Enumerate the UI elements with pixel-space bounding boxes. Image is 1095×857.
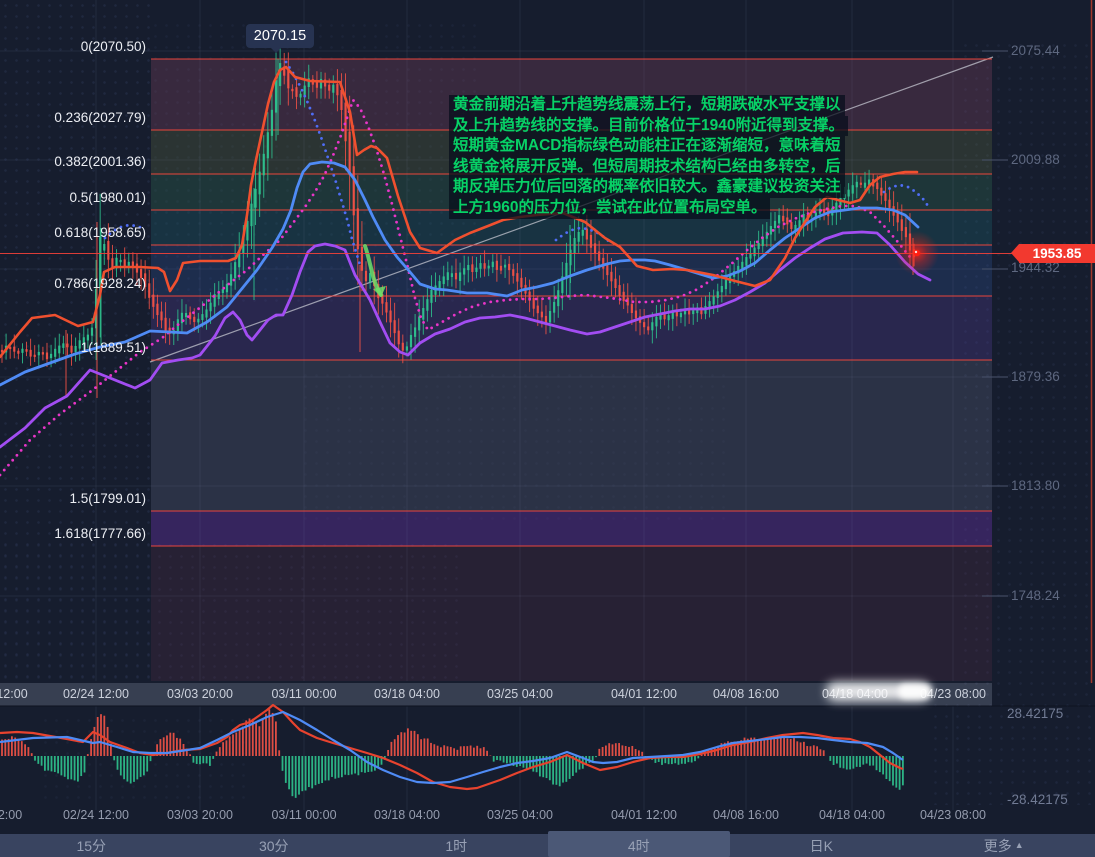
timeframe-toolbar: 15分 30分 1时 4时 日K 更多 ▲ — [0, 834, 1095, 857]
fib-level-label: 0.618(1958.65) — [0, 225, 146, 240]
time-axis-label: 02/24 12:00 — [63, 808, 129, 822]
tab-1hour[interactable]: 1时 — [365, 834, 548, 857]
time-axis-label: 04/01 12:00 — [611, 808, 677, 822]
fib-level-label: 0.5(1980.01) — [0, 190, 146, 205]
time-axis-label: 03/11 00:00 — [271, 687, 336, 701]
time-axis-label: 03/03 20:00 — [167, 687, 233, 701]
time-axis-label: 03/18 04:00 — [374, 808, 440, 822]
chevron-up-icon: ▲ — [1015, 840, 1024, 850]
time-axis-label: 02/24 12:00 — [63, 687, 129, 701]
fib-level-label: 0.236(2027.79) — [0, 110, 146, 125]
analysis-annotation: 黄金前期沿着上升趋势线震荡上行，短期跌破水平支撑以 及上升趋势线的支撑。目前价格… — [449, 95, 848, 219]
tab-4hour[interactable]: 4时 — [548, 831, 731, 857]
fib-level-label: 1(1889.51) — [0, 340, 146, 355]
fib-level-label: 1.618(1777.66) — [0, 526, 146, 541]
current-price-value: 1953.85 — [1033, 246, 1082, 261]
high-price-tooltip: 2070.15 — [246, 24, 314, 48]
time-axis-label: 04/23 08:00 — [920, 808, 986, 822]
price-axis-label: 2075.44 — [1011, 43, 1060, 58]
time-axis-label: 04/01 12:00 — [611, 687, 677, 701]
annotation-line: 及上升趋势线的支撑。目前价格位于1940附近得到支撑。 — [449, 116, 848, 137]
trading-chart-app: 2070.15 黄金前期沿着上升趋势线震荡上行，短期跌破水平支撑以 及上升趋势线… — [0, 0, 1095, 857]
annotation-line: 上方1960的压力位，尝试在此位置布局空单。 — [449, 198, 770, 219]
time-axis-label: 2:00 — [0, 808, 22, 822]
tab-30min[interactable]: 30分 — [183, 834, 366, 857]
time-axis-label: 12:00 — [0, 687, 28, 701]
annotation-line: 期反弹压力位后回落的概率依旧较大。鑫豪建议投资关注 — [449, 177, 845, 198]
current-price-tag: 1953.85 — [1019, 244, 1095, 263]
fib-level-label: 0.382(2001.36) — [0, 154, 146, 169]
highlight-blur — [898, 684, 932, 699]
tab-daily[interactable]: 日K — [730, 834, 913, 857]
annotation-line: 黄金前期沿着上升趋势线震荡上行，短期跌破水平支撑以 — [449, 95, 845, 116]
annotation-line: 短期黄金MACD指标绿色动能柱正在逐渐缩短，意味着短 — [449, 136, 845, 157]
time-axis-label: 03/25 04:00 — [487, 687, 553, 701]
time-axis-label: 03/03 20:00 — [167, 808, 233, 822]
tab-15min[interactable]: 15分 — [0, 834, 183, 857]
tab-more[interactable]: 更多 ▲ — [913, 834, 1095, 857]
time-axis-label: 04/08 16:00 — [713, 687, 779, 701]
price-axis-label: 2009.88 — [1011, 152, 1060, 167]
time-axis-label: 04/18 04:00 — [819, 808, 885, 822]
fib-level-label: 0.786(1928.24) — [0, 276, 146, 291]
annotation-line: 线黄金将展开反弹。但短周期技术结构已经由多转空，后 — [449, 157, 845, 178]
macd-min-label: -28.42175 — [1007, 792, 1068, 807]
price-axis-label: 1813.80 — [1011, 478, 1060, 493]
time-axis-label: 03/18 04:00 — [374, 687, 440, 701]
price-axis-label: 1748.24 — [1011, 588, 1060, 603]
time-axis-label: 04/08 16:00 — [713, 808, 779, 822]
fib-level-label: 0(2070.50) — [0, 39, 146, 54]
price-axis-label: 1879.36 — [1011, 369, 1060, 384]
time-axis-label: 03/11 00:00 — [271, 808, 336, 822]
fib-level-label: 1.5(1799.01) — [0, 491, 146, 506]
high-price-value: 2070.15 — [254, 28, 306, 44]
macd-max-label: 28.42175 — [1007, 706, 1063, 721]
time-axis-label: 03/25 04:00 — [487, 808, 553, 822]
